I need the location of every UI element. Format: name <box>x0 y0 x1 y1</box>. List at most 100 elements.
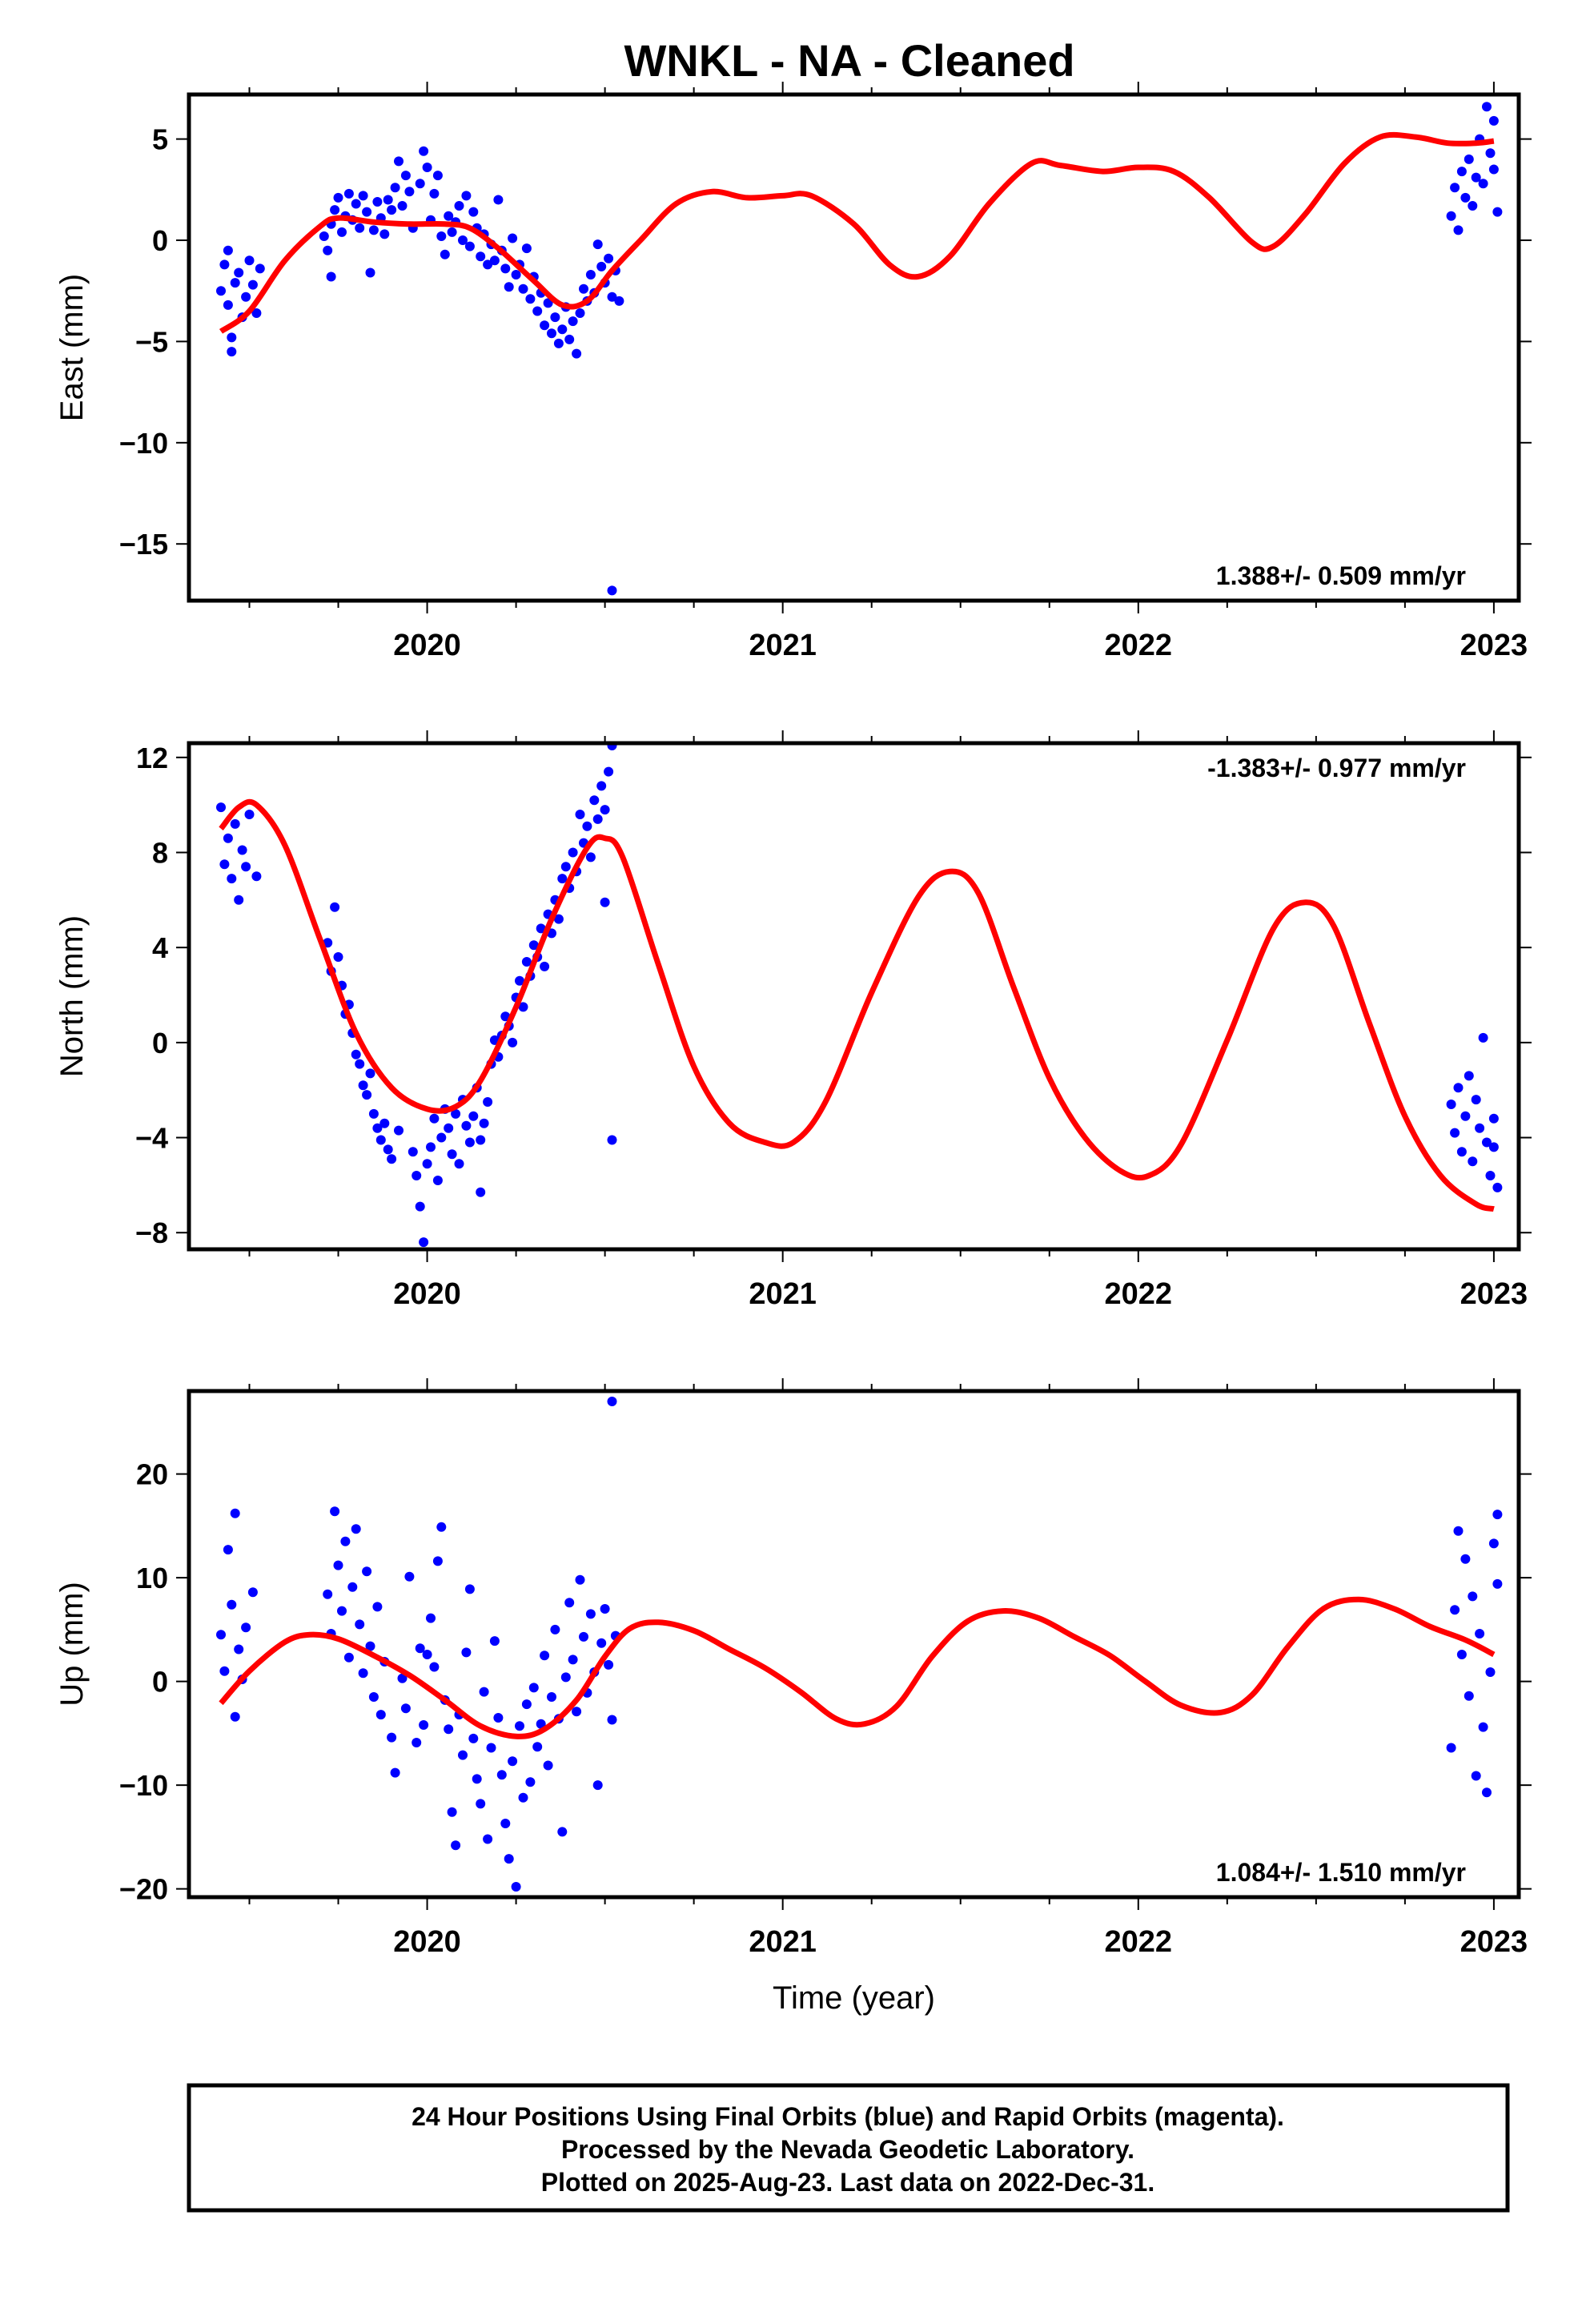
north-data-point <box>426 1142 436 1152</box>
north-data-point <box>464 1137 475 1148</box>
up-data-point <box>504 1854 514 1864</box>
north-data-point <box>528 940 539 951</box>
east-x-tick-label: 2022 <box>1105 629 1173 662</box>
up-data-point <box>547 1692 556 1702</box>
up-x-tick-label: 2022 <box>1105 1925 1173 1959</box>
up-y-axis-label: Up (mm) <box>54 1582 90 1707</box>
up-data-point <box>351 1524 361 1534</box>
east-data-point <box>564 334 575 344</box>
east-data-point <box>458 235 468 245</box>
north-data-point <box>1488 1142 1499 1152</box>
east-data-point <box>326 271 336 282</box>
up-data-point <box>227 1599 237 1610</box>
up-data-point <box>429 1662 440 1672</box>
east-data-point <box>1485 148 1496 159</box>
east-data-point <box>461 191 472 201</box>
east-data-point <box>247 279 258 290</box>
up-data-point <box>343 1652 354 1663</box>
east-data-point <box>337 227 347 237</box>
up-data-point <box>358 1668 368 1679</box>
east-data-point <box>518 283 528 294</box>
north-data-point <box>1453 1083 1464 1093</box>
north-data-point <box>515 975 524 986</box>
north-data-point <box>600 805 610 815</box>
up-data-point <box>400 1703 411 1714</box>
up-data-point <box>1492 1510 1503 1520</box>
north-data-point <box>483 1097 493 1107</box>
east-y-tick-label: 5 <box>152 123 168 156</box>
east-x-tick-label: 2021 <box>749 629 817 662</box>
up-data-point <box>230 1508 240 1518</box>
east-data-point <box>447 227 457 237</box>
north-data-point <box>553 914 564 924</box>
east-data-point <box>419 146 429 156</box>
up-data-point <box>607 1715 617 1725</box>
east-y-axis-label: East (mm) <box>54 274 90 421</box>
north-data-point <box>1456 1147 1467 1157</box>
up-data-point <box>372 1602 383 1612</box>
up-data-point <box>458 1750 468 1760</box>
up-data-point <box>479 1687 489 1697</box>
north-y-tick-label: 8 <box>152 836 168 869</box>
north-data-point <box>216 802 226 813</box>
north-data-point <box>422 1159 432 1169</box>
up-data-point <box>387 1732 397 1743</box>
north-x-tick-label: 2021 <box>749 1277 817 1311</box>
east-data-point <box>607 292 617 302</box>
east-points <box>216 102 1503 596</box>
east-y-tick-label: −10 <box>119 427 168 460</box>
north-data-point <box>333 952 343 962</box>
up-data-point <box>536 1719 546 1729</box>
east-data-point <box>397 201 408 211</box>
east-data-point <box>483 259 493 270</box>
up-data-point <box>330 1506 340 1517</box>
east-data-point <box>607 585 617 596</box>
north-data-point <box>451 1108 461 1119</box>
north-data-point <box>575 810 585 819</box>
up-data-point <box>532 1742 543 1752</box>
east-data-point <box>319 231 329 241</box>
east-data-point <box>444 211 454 221</box>
north-x-tick-label: 2020 <box>393 1277 461 1311</box>
east-data-point <box>422 163 432 172</box>
east-data-point <box>525 294 536 304</box>
east-data-point <box>355 223 365 233</box>
up-data-point <box>419 1720 429 1730</box>
north-y-tick-label: 0 <box>152 1027 168 1059</box>
up-data-point <box>216 1630 226 1640</box>
east-data-point <box>540 320 550 331</box>
north-data-point <box>330 902 340 912</box>
up-data-point <box>493 1713 504 1723</box>
east-data-point <box>223 300 233 310</box>
north-data-point <box>600 897 610 907</box>
north-data-point <box>234 895 244 905</box>
east-data-point <box>383 195 393 205</box>
east-data-point <box>362 207 372 217</box>
north-data-point <box>227 874 237 884</box>
north-data-point <box>508 1037 518 1047</box>
north-data-point <box>454 1159 464 1169</box>
east-data-point <box>234 267 244 278</box>
north-y-tick-label: −4 <box>135 1122 168 1155</box>
up-data-point <box>1456 1650 1467 1659</box>
east-data-point <box>550 312 560 323</box>
north-data-point <box>1464 1071 1474 1081</box>
east-y-tick-label: −5 <box>135 325 168 358</box>
up-data-point <box>219 1666 230 1676</box>
up-data-point <box>543 1760 553 1771</box>
up-data-point <box>1478 1722 1488 1732</box>
up-data-point <box>528 1683 539 1693</box>
up-data-point <box>397 1673 408 1683</box>
up-data-point <box>483 1834 493 1844</box>
north-data-point <box>383 1144 393 1155</box>
up-data-point <box>368 1692 379 1702</box>
east-data-point <box>547 328 556 339</box>
north-data-point <box>387 1154 397 1164</box>
east-data-point <box>415 179 425 189</box>
east-data-point <box>511 270 521 279</box>
up-x-tick-label: 2021 <box>749 1925 817 1959</box>
east-data-point <box>351 199 361 209</box>
up-data-point <box>1482 1787 1492 1798</box>
north-data-point <box>1446 1100 1456 1109</box>
north-data-point <box>461 1120 472 1131</box>
